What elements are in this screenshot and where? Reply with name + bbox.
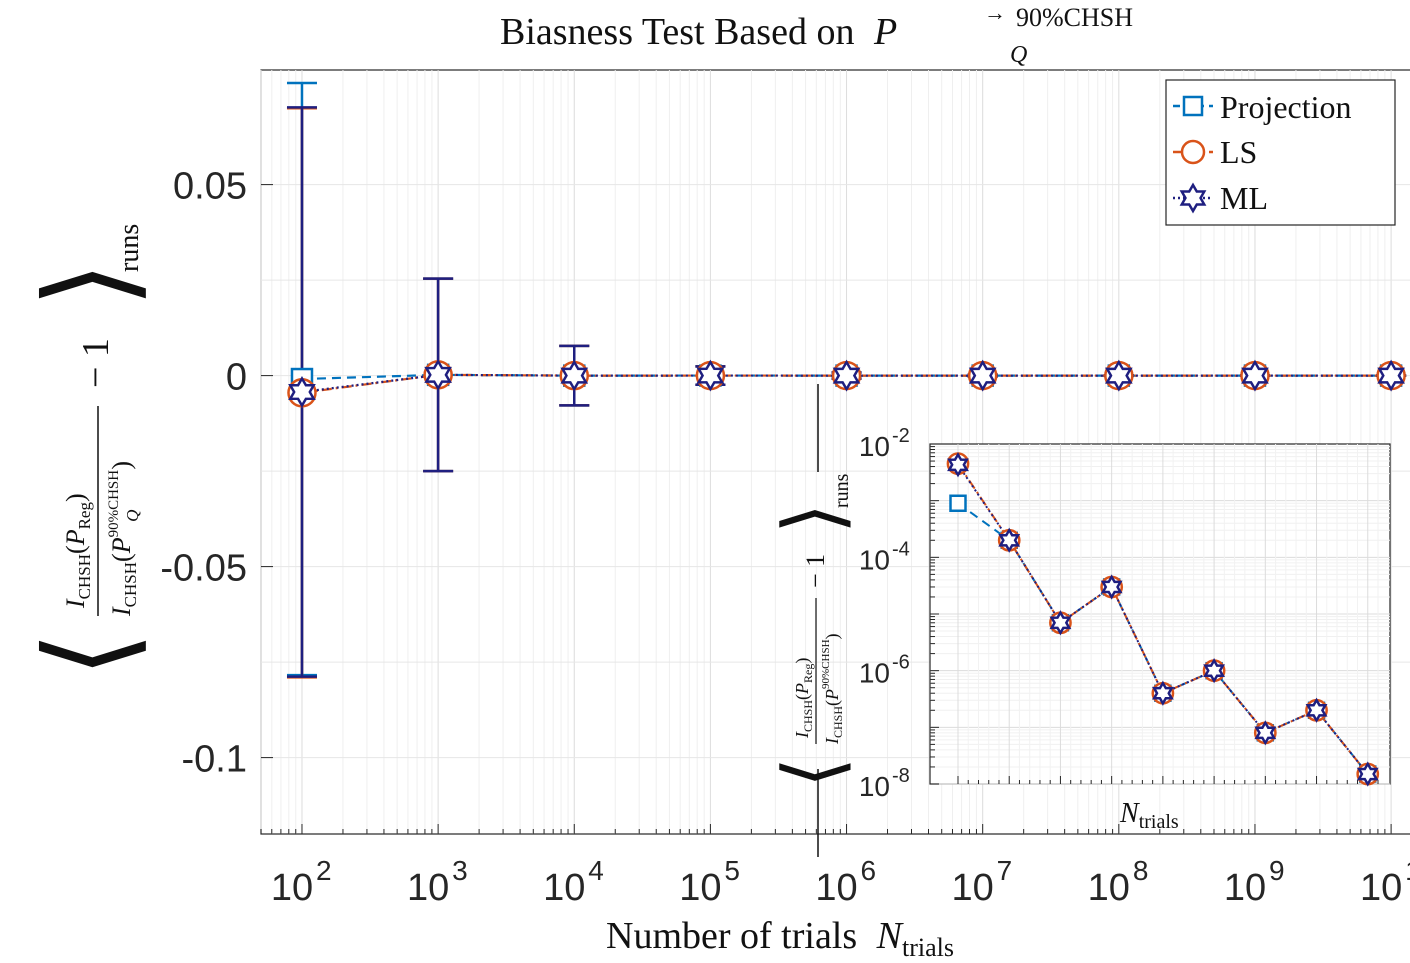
x-label-sub: trials: [902, 933, 954, 962]
inset-y-left-bracket: ⟨: [770, 757, 858, 788]
x-tick-exponent: 7: [997, 855, 1013, 886]
y-label-num: ICHSH(PReg): [61, 493, 94, 609]
inset-data-point: [1049, 610, 1072, 636]
inset-data-point: [1356, 761, 1379, 787]
main-x-label: Number of trials Ntrials: [606, 915, 954, 962]
chart-title: Biasness Test Based on P: [500, 11, 897, 53]
inset-y-tick-exponent: -6: [892, 652, 910, 674]
inset-data-point: [1305, 697, 1328, 723]
y-tick-label: -0.05: [160, 548, 247, 590]
markers-ml: [288, 358, 1405, 409]
inset-series: [946, 452, 1380, 787]
inset-markers-ml: [947, 452, 1379, 787]
inset-y-sub: runs: [831, 473, 853, 508]
x-tick-exponent: 8: [1133, 855, 1149, 886]
inset-data-point: [947, 452, 969, 478]
y-label-sub: runs: [114, 224, 145, 272]
title-math-sub: Q: [1010, 42, 1027, 68]
chart-title-text: Biasness Test Based on: [500, 11, 854, 53]
legend-label-projection: Projection: [1220, 89, 1352, 125]
inset-data-point: [949, 494, 967, 513]
legend-box: [1165, 79, 1396, 226]
data-point: [696, 359, 725, 392]
inset-y-num: ICHSH(PReg): [792, 658, 815, 739]
inset-y-tick-label: 10: [859, 771, 890, 802]
x-tick-label: 10: [1360, 867, 1402, 909]
inset-y-tick-label: 10: [859, 658, 890, 689]
x-tick-exponent: 4: [588, 855, 604, 886]
main-ticks: 0.050-0.05-0.110 2 10 3 10 4 10 5 10 6 10 7 10 8 10 9 10…: [160, 166, 1410, 909]
title-math-p: P: [873, 11, 897, 53]
legend: Projection LS ML: [1165, 79, 1396, 226]
x-tick-exponent: 5: [724, 855, 740, 886]
x-tick-label: 10: [815, 867, 857, 909]
x-tick-exponent: 9: [1269, 855, 1285, 886]
x-tick-label: 10: [271, 867, 313, 909]
x-tick-label: 10: [679, 867, 721, 909]
y-label-left-bracket: ⟨: [23, 631, 156, 678]
x-tick-exponent: 10: [1405, 855, 1410, 886]
data-point: [1241, 359, 1269, 392]
title-math-sup: 90%CHSH: [1016, 3, 1133, 32]
main-series: [286, 81, 1407, 679]
x-tick-exponent: 3: [452, 855, 468, 886]
y-tick-label: 0.05: [173, 166, 247, 208]
title-math-arrow: →: [984, 0, 1006, 25]
legend-item-projection: Projection: [1173, 89, 1352, 125]
data-point: [424, 358, 452, 391]
x-label-math: N: [876, 915, 905, 957]
x-tick-label: 10: [407, 867, 449, 909]
legend-item-ls: LS: [1173, 134, 1257, 170]
inset-y-tick-exponent: -2: [892, 425, 910, 447]
inset-y-minus-one: − 1: [801, 554, 830, 588]
inset-y-tick-label: 10: [859, 431, 890, 462]
x-tick-label: 10: [1224, 867, 1266, 909]
main-y-label: ⟨ ICHSH(PReg) ICHSH(P90%CHSHQ) − 1 ⟩ run…: [23, 224, 156, 678]
data-point: [1104, 359, 1133, 392]
x-tick-label: 10: [1088, 867, 1130, 909]
data-point: [288, 376, 316, 409]
inset-y-tick-exponent: -4: [892, 538, 910, 560]
inset-y-tick-label: 10: [859, 544, 890, 575]
inset-data-point: [1151, 680, 1174, 706]
legend-hexagram-marker: [1179, 182, 1207, 214]
x-label-text: Number of trials: [606, 915, 857, 957]
x-tick-exponent: 6: [861, 855, 877, 886]
inset-y-right-bracket: ⟩: [770, 503, 858, 534]
data-point: [968, 359, 997, 392]
legend-item-ml: ML: [1173, 180, 1268, 216]
y-label-minus-one: − 1: [75, 338, 117, 388]
inset-y-label: ⟨ ICHSH(PReg) ICHSH(P90%CHSH) − 1 ⟩ runs: [770, 384, 858, 857]
data-point: [1377, 359, 1405, 392]
y-tick-label: -0.1: [182, 739, 247, 781]
legend-square-marker: [1182, 95, 1204, 117]
inset-data-point: [998, 527, 1021, 553]
x-tick-label: 10: [952, 867, 994, 909]
inset-data-point: [1100, 574, 1123, 600]
legend-circle-marker: [1180, 139, 1206, 165]
y-label-den: ICHSH(P90%CHSHQ): [106, 461, 142, 617]
inset-x-label: Ntrials: [1119, 798, 1179, 833]
x-tick-exponent: 2: [316, 855, 332, 886]
inset-grid: [930, 444, 1390, 785]
y-tick-label: 0: [226, 357, 247, 399]
inset-data-point: [1203, 658, 1226, 684]
legend-label-ls: LS: [1220, 134, 1257, 170]
inset-ticks: 10-210-410-610-8: [859, 425, 1379, 802]
inset-y-tick-exponent: -8: [892, 765, 910, 787]
data-point: [560, 359, 589, 392]
y-label-right-bracket: ⟩: [23, 261, 156, 308]
data-point: [832, 359, 861, 392]
x-tick-label: 10: [543, 867, 585, 909]
inset-y-den: ICHSH(P90%CHSH): [820, 633, 845, 745]
inset-data-point: [1254, 720, 1277, 746]
legend-label-ml: ML: [1220, 180, 1268, 216]
